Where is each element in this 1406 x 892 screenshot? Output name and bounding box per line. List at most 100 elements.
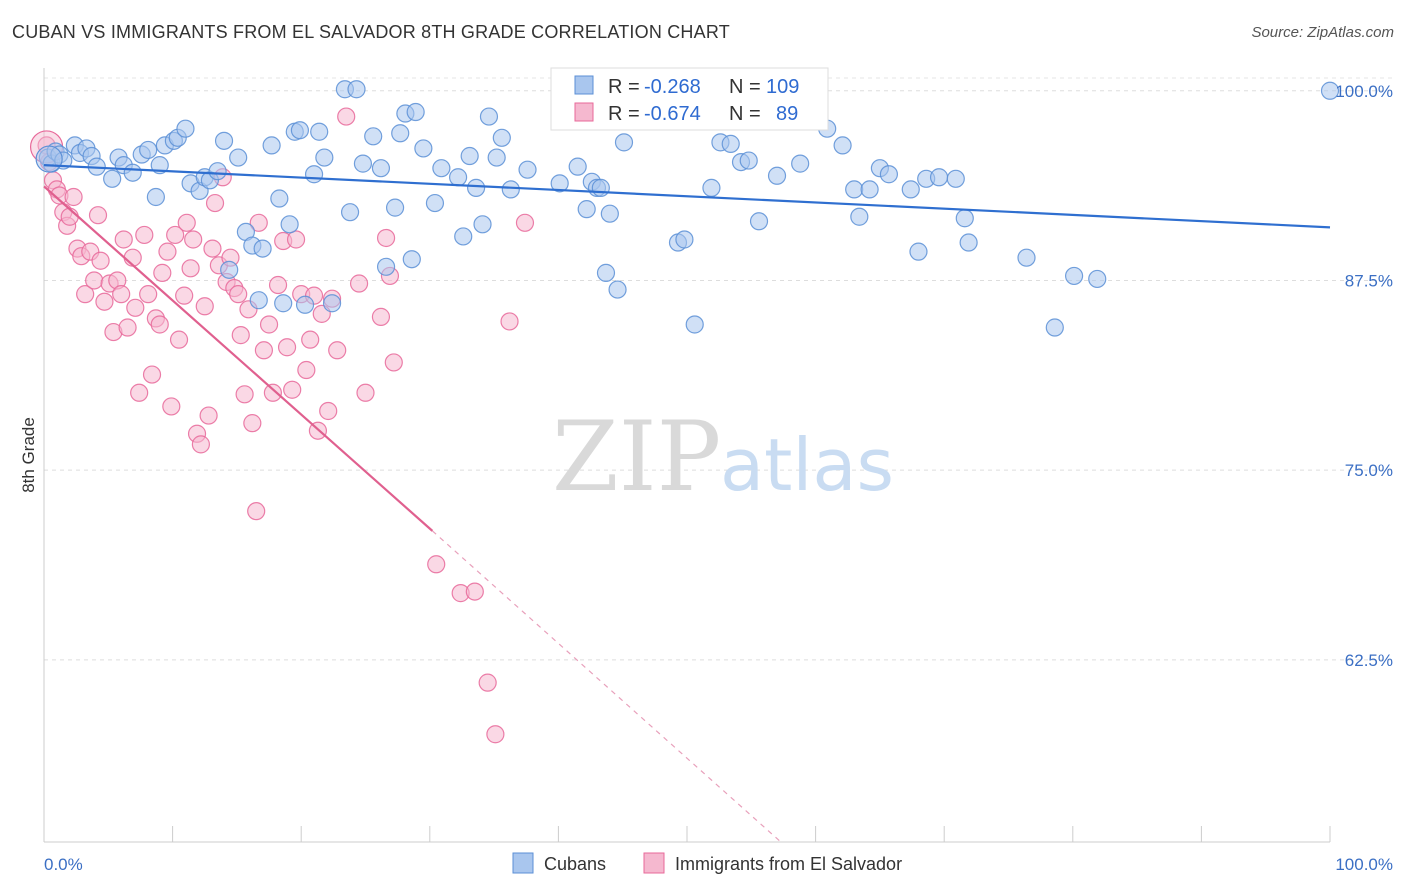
cubans-point xyxy=(577,200,596,219)
el-salvador-point xyxy=(88,206,108,225)
y-tick-label: 87.5% xyxy=(1345,271,1393,290)
cubans-point xyxy=(1017,248,1036,267)
el-salvador-point xyxy=(376,228,396,248)
cubans-point xyxy=(123,163,142,182)
el-salvador-point xyxy=(254,341,274,360)
cubans-point xyxy=(315,148,334,167)
cubans-point xyxy=(492,128,511,147)
cubans-point xyxy=(35,145,63,173)
watermark-zip: ZIP xyxy=(552,401,721,513)
el-salvador-point xyxy=(126,298,145,317)
el-salvador-point xyxy=(199,406,218,425)
el-salvador-point xyxy=(114,230,133,249)
el-salvador-point xyxy=(259,315,279,334)
el-salvador-point xyxy=(247,502,266,521)
el-salvador-point xyxy=(153,263,172,282)
el-salvador-point xyxy=(235,385,254,404)
el-salvador-point xyxy=(268,275,288,295)
el-salvador-point xyxy=(175,286,194,305)
el-salvador-point xyxy=(169,330,189,349)
cubans-point xyxy=(596,263,616,282)
cubans-point xyxy=(290,121,310,140)
cubans-point xyxy=(139,140,158,160)
legend-n-value-2: 89 xyxy=(776,103,798,125)
el-salvador-point xyxy=(191,435,210,454)
el-salvador-point xyxy=(349,274,369,293)
el-salvador-point xyxy=(277,338,297,357)
el-salvador-point xyxy=(60,207,79,226)
el-salvador-point xyxy=(356,383,375,402)
cubans-point xyxy=(448,168,468,187)
cubans-point xyxy=(347,80,366,99)
cubans-point xyxy=(220,260,239,279)
cubans-point xyxy=(568,157,587,176)
el-salvador-point xyxy=(112,285,131,304)
el-salvador-point xyxy=(465,582,484,601)
el-salvador-point xyxy=(64,187,83,207)
legend-swatch-blue xyxy=(574,75,594,95)
el-salvador-point xyxy=(203,239,222,258)
cubans-point xyxy=(270,189,289,208)
cubans-point xyxy=(262,136,281,155)
bottom-legend-swatch-cubans xyxy=(512,852,534,874)
cubans-point xyxy=(353,154,373,173)
cubans-point xyxy=(901,180,920,199)
cubans-point xyxy=(1320,81,1340,100)
cubans-trend-line xyxy=(43,164,1331,229)
el-salvador-point xyxy=(371,307,391,326)
legend-swatch-pink xyxy=(574,102,594,122)
cubans-point xyxy=(364,127,383,146)
cubans-point xyxy=(466,178,486,197)
legend-box: R = -0.268 N = 109 R = -0.674 N = 89 xyxy=(550,67,829,131)
cubans-point xyxy=(274,294,293,313)
y-tick-label: 62.5% xyxy=(1345,651,1393,670)
bottom-legend-swatch-el-salvador xyxy=(643,852,665,874)
cubans-point xyxy=(391,124,410,143)
el-salvador-point xyxy=(301,330,320,349)
el-salvador-point xyxy=(118,318,137,337)
y-tick-label: 75.0% xyxy=(1345,461,1393,480)
el-salvador-point xyxy=(181,259,200,278)
cubans-point xyxy=(376,257,396,276)
cubans-point xyxy=(214,131,234,150)
y-axis-label: 8th Grade xyxy=(19,417,38,493)
el-salvador-point xyxy=(427,555,446,574)
x-tick-label-max: 100.0% xyxy=(1335,855,1393,874)
legend-r-label-2: R = xyxy=(608,103,640,125)
el-salvador-point xyxy=(76,285,95,304)
chart-title: CUBAN VS IMMIGRANTS FROM EL SALVADOR 8TH… xyxy=(12,22,730,42)
cubans-point xyxy=(253,239,272,258)
el-salvador-point xyxy=(205,193,225,213)
cubans-point xyxy=(591,178,610,197)
legend-n-value-1: 109 xyxy=(766,76,799,98)
el-salvador-trend-extension xyxy=(431,530,782,843)
el-salvador-point xyxy=(229,285,248,304)
cubans-point xyxy=(176,119,195,138)
cubans-point xyxy=(600,204,619,223)
el-salvador-point xyxy=(337,107,356,126)
el-salvador-trend-line xyxy=(43,185,434,532)
cubans-point xyxy=(929,168,949,187)
cubans-point xyxy=(432,159,451,178)
el-salvador-point xyxy=(195,297,214,316)
cubans-point xyxy=(414,139,433,158)
cubans-point xyxy=(909,242,928,261)
el-salvador-point xyxy=(384,353,403,372)
cubans-point xyxy=(685,315,704,334)
el-salvador-point xyxy=(515,213,535,232)
el-salvador-point xyxy=(139,285,158,304)
el-salvador-point xyxy=(297,360,316,380)
el-salvador-point xyxy=(263,383,283,402)
el-salvador-point xyxy=(486,725,505,744)
cubans-point xyxy=(249,291,268,310)
el-salvador-point xyxy=(319,401,338,421)
cubans-point xyxy=(460,146,479,166)
el-salvador-point xyxy=(130,383,149,402)
cubans-point xyxy=(702,178,721,197)
cubans-point xyxy=(406,102,425,122)
cubans-point xyxy=(1045,318,1064,337)
cubans-point xyxy=(833,136,852,155)
y-tick-label: 100.0% xyxy=(1335,82,1393,101)
cubans-point xyxy=(860,180,879,199)
